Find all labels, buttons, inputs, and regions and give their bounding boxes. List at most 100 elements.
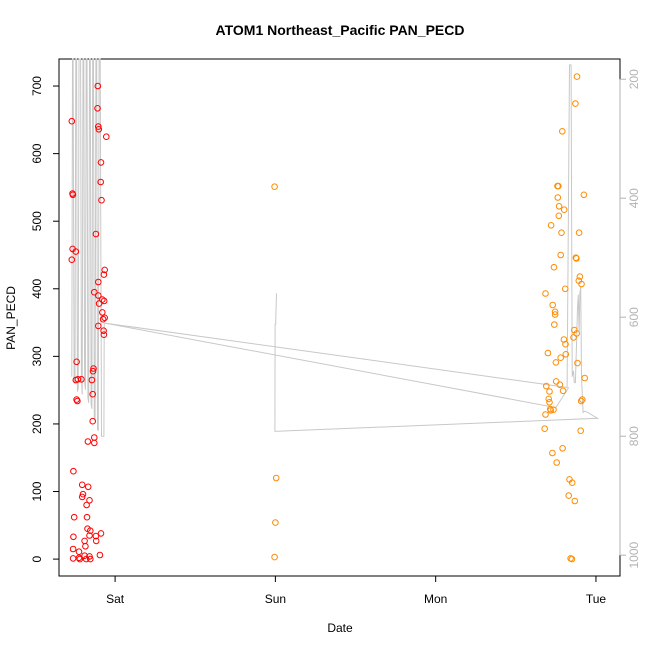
x-axis-label: Date bbox=[327, 621, 353, 635]
data-point bbox=[577, 397, 585, 405]
data-point bbox=[69, 191, 77, 199]
data-point bbox=[561, 285, 569, 293]
data-point bbox=[579, 396, 586, 403]
data-point bbox=[74, 397, 81, 405]
data-point bbox=[271, 183, 278, 190]
data-point bbox=[84, 483, 92, 491]
data-point bbox=[82, 543, 89, 550]
data-point bbox=[90, 365, 97, 372]
chart-title: ATOM1 Northeast_Pacific PAN_PECD bbox=[216, 22, 465, 38]
data-point bbox=[580, 191, 588, 199]
x-axis: Sat Sun Mon Tue bbox=[106, 575, 606, 606]
data-point bbox=[557, 251, 565, 259]
data-point bbox=[572, 100, 579, 107]
data-point bbox=[86, 532, 93, 539]
points-layer bbox=[68, 73, 589, 563]
data-point bbox=[86, 553, 93, 560]
data-point bbox=[100, 271, 108, 278]
y-axis-right: 200 400 600 800 1000 bbox=[619, 69, 641, 569]
data-point bbox=[100, 297, 108, 305]
data-point bbox=[541, 425, 549, 433]
data-point bbox=[78, 481, 86, 489]
x-tick-label: Sat bbox=[106, 592, 125, 606]
data-point bbox=[544, 349, 552, 357]
pressure-line-connector bbox=[105, 322, 570, 409]
data-point bbox=[83, 501, 90, 509]
data-point bbox=[95, 126, 103, 133]
data-point bbox=[551, 311, 559, 318]
data-point bbox=[98, 196, 105, 204]
data-point bbox=[575, 229, 583, 236]
data-point bbox=[271, 553, 278, 561]
y-tick-label: 200 bbox=[30, 414, 44, 434]
data-point bbox=[570, 334, 577, 341]
y-tick-label: 700 bbox=[30, 76, 44, 96]
data-point bbox=[547, 222, 555, 229]
data-point bbox=[70, 467, 77, 475]
data-point bbox=[78, 493, 86, 501]
data-point bbox=[95, 123, 102, 130]
data-point bbox=[91, 434, 98, 441]
data-point bbox=[97, 159, 105, 166]
y-tick-label: 600 bbox=[30, 143, 44, 163]
data-point bbox=[272, 519, 279, 526]
data-point bbox=[101, 314, 108, 322]
y-tick-label: 500 bbox=[30, 211, 44, 231]
data-point bbox=[562, 340, 569, 348]
data-point bbox=[574, 359, 581, 367]
y-tick-label: 100 bbox=[30, 481, 44, 501]
data-point bbox=[94, 82, 102, 90]
y-tick-label: 0 bbox=[30, 555, 44, 562]
data-point bbox=[97, 178, 104, 186]
data-point bbox=[100, 331, 108, 339]
data-point bbox=[545, 395, 553, 403]
data-point bbox=[88, 376, 96, 384]
data-point bbox=[559, 128, 566, 135]
y-right-tick-label: 1000 bbox=[627, 542, 641, 569]
data-point bbox=[89, 367, 97, 375]
data-point bbox=[75, 548, 83, 556]
data-point bbox=[94, 105, 101, 112]
data-point bbox=[552, 359, 560, 366]
data-point bbox=[87, 555, 94, 563]
data-point bbox=[272, 474, 280, 482]
data-point bbox=[89, 417, 96, 425]
data-point bbox=[74, 376, 82, 383]
data-point bbox=[97, 530, 105, 537]
data-point bbox=[99, 315, 107, 323]
y-tick-label: 400 bbox=[30, 278, 44, 298]
data-point bbox=[96, 551, 104, 559]
data-point bbox=[95, 322, 102, 330]
plot-frame bbox=[58, 58, 621, 577]
data-point bbox=[86, 497, 93, 504]
data-point bbox=[573, 73, 581, 80]
data-point bbox=[571, 497, 579, 505]
data-point bbox=[557, 354, 565, 362]
data-point bbox=[560, 206, 568, 213]
data-point bbox=[558, 229, 565, 236]
data-point bbox=[553, 459, 561, 466]
data-point bbox=[550, 263, 558, 271]
data-point bbox=[546, 399, 553, 406]
data-point bbox=[559, 445, 566, 452]
data-point bbox=[72, 248, 80, 255]
y-axis-left: 0 100 200 300 400 500 600 700 bbox=[30, 76, 60, 562]
pressure-line bbox=[71, 58, 600, 437]
x-tick-label: Mon bbox=[424, 592, 447, 606]
data-point bbox=[549, 449, 556, 457]
data-point bbox=[581, 374, 589, 382]
data-point bbox=[555, 182, 562, 190]
data-point bbox=[551, 308, 559, 316]
data-point bbox=[95, 278, 102, 286]
data-point bbox=[568, 479, 576, 487]
data-point bbox=[79, 490, 87, 498]
data-point bbox=[92, 230, 100, 238]
data-point bbox=[76, 555, 84, 563]
data-point bbox=[69, 545, 77, 553]
data-point bbox=[91, 288, 98, 296]
data-point bbox=[103, 133, 110, 140]
data-point bbox=[555, 203, 563, 210]
data-point bbox=[84, 438, 92, 445]
data-point bbox=[573, 330, 581, 337]
data-point bbox=[568, 555, 576, 563]
